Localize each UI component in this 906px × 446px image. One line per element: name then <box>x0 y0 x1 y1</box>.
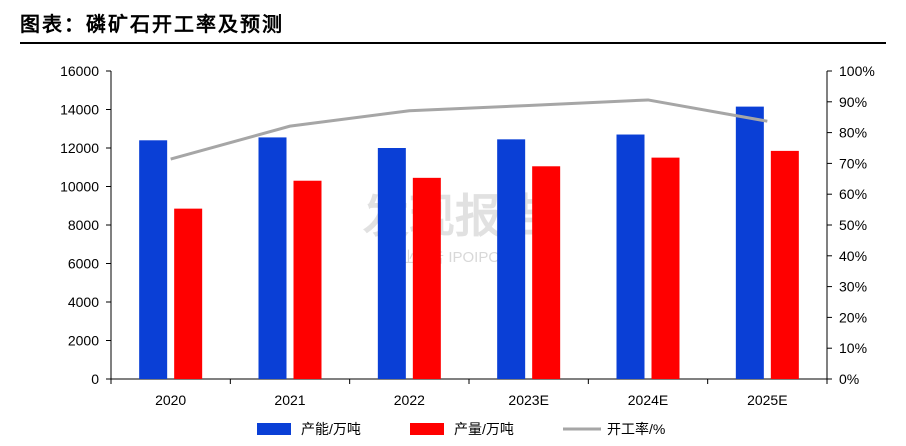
bar-output <box>532 166 561 379</box>
y-right-tick-label: 100% <box>839 63 875 79</box>
bar-capacity <box>377 148 406 379</box>
utilization-line <box>170 98 768 161</box>
y-right-tick-label: 10% <box>839 340 867 356</box>
y-right-tick-label: 20% <box>839 309 867 325</box>
y-right-tick-label: 90% <box>839 94 867 110</box>
legend-utilization-label: 开工率/% <box>607 421 665 437</box>
y-right-tick-label: 0% <box>839 371 859 387</box>
y-left-tick-label: 4000 <box>68 294 99 310</box>
y-left-tick-label: 10000 <box>60 179 99 195</box>
bar-output <box>293 180 322 379</box>
y-right-tick-label: 70% <box>839 155 867 171</box>
y-left-tick-label: 12000 <box>60 140 99 156</box>
x-tick-label: 2023E <box>508 392 548 408</box>
bar-output <box>770 150 799 379</box>
legend-output-swatch <box>410 423 444 435</box>
bar-capacity <box>735 106 764 380</box>
x-tick-label: 2020 <box>155 392 186 408</box>
bar-output <box>412 177 441 379</box>
y-right-tick-label: 30% <box>839 279 867 295</box>
y-left-tick-label: 2000 <box>68 333 99 349</box>
x-tick-label: 2022 <box>394 392 425 408</box>
y-right-tick-label: 50% <box>839 217 867 233</box>
y-left-tick-label: 6000 <box>68 256 99 272</box>
x-tick-label: 2025E <box>747 392 787 408</box>
legend-output-label: 产量/万吨 <box>454 421 514 437</box>
title-divider <box>20 42 886 44</box>
y-right-tick-label: 60% <box>839 186 867 202</box>
y-right-tick-label: 40% <box>839 248 867 264</box>
y-right-tick-label: 80% <box>839 125 867 141</box>
x-tick-label: 2024E <box>628 392 668 408</box>
x-tick-label: 2021 <box>274 392 305 408</box>
bar-capacity <box>497 139 526 379</box>
bar-output <box>651 157 680 379</box>
legend-capacity-swatch <box>257 423 291 435</box>
bar-capacity <box>258 137 287 379</box>
y-left-tick-label: 0 <box>91 371 99 387</box>
chart-title: 图表：磷矿石开工率及预测 <box>20 12 284 36</box>
bar-capacity <box>616 134 645 379</box>
y-left-tick-label: 16000 <box>60 63 99 79</box>
bar-output <box>174 208 203 379</box>
bar-capacity <box>139 140 168 379</box>
y-left-tick-label: 14000 <box>60 102 99 118</box>
legend-capacity-label: 产能/万吨 <box>301 421 361 437</box>
y-left-tick-label: 8000 <box>68 217 99 233</box>
